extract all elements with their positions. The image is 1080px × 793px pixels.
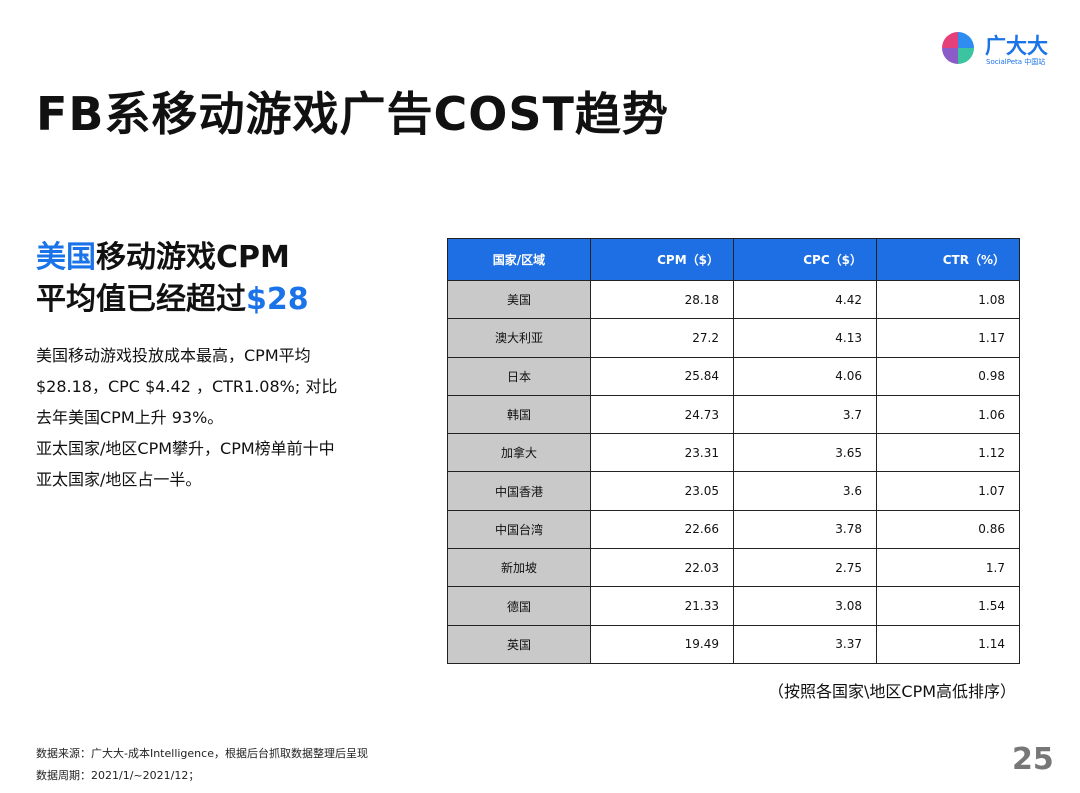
value-cell: 3.7 bbox=[733, 394, 877, 435]
table-row: 中国台湾 22.66 3.78 0.86 bbox=[447, 509, 1020, 550]
value-cell: 1.14 bbox=[876, 624, 1020, 664]
value-cell: 27.2 bbox=[590, 318, 734, 358]
value-cell: 28.18 bbox=[590, 279, 734, 320]
body-text: 美国移动游戏投放成本最高，CPM平均 $28.18，CPC $4.42 ，CTR1… bbox=[36, 340, 337, 495]
value-cell: 24.73 bbox=[590, 394, 734, 435]
value-cell: 23.31 bbox=[590, 433, 734, 473]
value-cell: 22.66 bbox=[590, 509, 734, 550]
region-cell: 美国 bbox=[447, 279, 591, 320]
value-cell: 4.06 bbox=[733, 356, 877, 396]
value-cell: 2.75 bbox=[733, 548, 877, 588]
subtitle-text: 移动游戏CPM bbox=[96, 240, 290, 275]
value-cell: 3.65 bbox=[733, 433, 877, 473]
value-cell: 1.08 bbox=[876, 279, 1020, 320]
value-cell: 22.03 bbox=[590, 548, 734, 588]
value-cell: 3.08 bbox=[733, 586, 877, 626]
region-cell: 日本 bbox=[447, 356, 591, 396]
value-cell: 23.05 bbox=[590, 471, 734, 511]
data-table: 国家/区域 CPM（$） CPC（$） CTR（%） 美国 28.18 4.42 1.08 澳大… bbox=[447, 238, 1020, 664]
value-cell: 4.42 bbox=[733, 279, 877, 320]
value-cell: 1.7 bbox=[876, 548, 1020, 588]
table-row: 韩国 24.73 3.7 1.06 bbox=[447, 394, 1020, 435]
region-cell: 德国 bbox=[447, 586, 591, 626]
footer-source: 数据来源：广大大-成本Intelligence，根据后台抓取数据整理后呈现 bbox=[36, 747, 368, 760]
table-header: 国家/区域 CPM（$） CPC（$） CTR（%） bbox=[447, 238, 1020, 281]
region-cell: 中国台湾 bbox=[447, 509, 591, 550]
region-cell: 新加坡 bbox=[447, 548, 591, 588]
subtitle-line: 平均值已经超过$28 bbox=[36, 274, 309, 318]
value-cell: 3.78 bbox=[733, 509, 877, 550]
value-cell: 0.98 bbox=[876, 356, 1020, 396]
value-cell: 25.84 bbox=[590, 356, 734, 396]
table-row: 日本 25.84 4.06 0.98 bbox=[447, 356, 1020, 396]
region-cell: 澳大利亚 bbox=[447, 318, 591, 358]
body-line: 美国移动游戏投放成本最高，CPM平均 bbox=[36, 346, 311, 365]
value-cell: 3.37 bbox=[733, 624, 877, 664]
header-cell: CPM（$） bbox=[590, 238, 734, 281]
body-line: 去年美国CPM上升 93%。 bbox=[36, 408, 224, 427]
page-number: 25 bbox=[1012, 742, 1054, 777]
region-cell: 英国 bbox=[447, 624, 591, 664]
value-cell: 1.17 bbox=[876, 318, 1020, 358]
header-cell: CPC（$） bbox=[733, 238, 877, 281]
subtitle-highlight: $28 bbox=[246, 282, 309, 317]
value-cell: 1.54 bbox=[876, 586, 1020, 626]
footer-period: 数据周期：2021/1/~2021/12； bbox=[36, 769, 200, 782]
table-row: 新加坡 22.03 2.75 1.7 bbox=[447, 548, 1020, 588]
table-row: 德国 21.33 3.08 1.54 bbox=[447, 586, 1020, 626]
table-note: （按照各国家\地区CPM高低排序） bbox=[768, 682, 1017, 701]
table-row: 澳大利亚 27.2 4.13 1.17 bbox=[447, 318, 1020, 358]
value-cell: 1.07 bbox=[876, 471, 1020, 511]
header-cell: CTR（%） bbox=[876, 238, 1020, 281]
value-cell: 3.6 bbox=[733, 471, 877, 511]
body-line: 亚太国家/地区占一半。 bbox=[36, 470, 202, 489]
value-cell: 4.13 bbox=[733, 318, 877, 358]
table-row: 英国 19.49 3.37 1.14 bbox=[447, 624, 1020, 664]
value-cell: 1.12 bbox=[876, 433, 1020, 473]
region-cell: 加拿大 bbox=[447, 433, 591, 473]
table-row: 美国 28.18 4.42 1.08 bbox=[447, 279, 1020, 320]
value-cell: 0.86 bbox=[876, 509, 1020, 550]
logo-subtitle: SocialPeta 中国站 bbox=[986, 58, 1046, 66]
value-cell: 21.33 bbox=[590, 586, 734, 626]
body-line: 亚太国家/地区CPM攀升，CPM榜单前十中 bbox=[36, 439, 335, 458]
logo-icon bbox=[942, 32, 974, 64]
header-cell: 国家/区域 bbox=[447, 238, 591, 281]
table-row: 中国香港 23.05 3.6 1.07 bbox=[447, 471, 1020, 511]
title: FB系移动游戏广告COST趋势 bbox=[36, 87, 669, 141]
region-cell: 中国香港 bbox=[447, 471, 591, 511]
subtitle-highlight: 美国 bbox=[36, 240, 96, 275]
value-cell: 1.06 bbox=[876, 394, 1020, 435]
logo-name: 广大大 bbox=[985, 34, 1048, 58]
subtitle-text: 平均值已经超过 bbox=[36, 282, 246, 317]
value-cell: 19.49 bbox=[590, 624, 734, 664]
subtitle-line: 美国移动游戏CPM bbox=[36, 232, 290, 276]
table-row: 加拿大 23.31 3.65 1.12 bbox=[447, 433, 1020, 473]
body-line: $28.18，CPC $4.42 ，CTR1.08%; 对比 bbox=[36, 377, 338, 396]
region-cell: 韩国 bbox=[447, 394, 591, 435]
